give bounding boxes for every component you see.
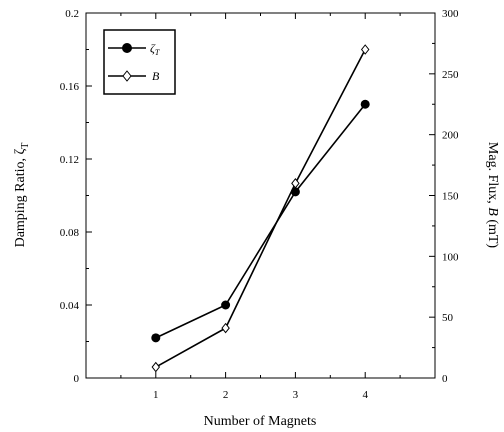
x-tick-label: 4: [362, 389, 368, 401]
data-point-zeta: [360, 99, 370, 109]
left-tick-label: 0.08: [60, 227, 80, 239]
axis-ticks: 1 2 3 4 0 0.04 0.08 0.12 0.16 0.2 0 50 100 150 200 250 3…: [60, 8, 459, 401]
x-tick-label: 2: [223, 389, 229, 401]
left-tick-label: 0: [74, 373, 80, 385]
legend-box: [103, 29, 176, 95]
right-tick-label: 200: [442, 130, 459, 142]
right-tick-label: 50: [442, 312, 454, 324]
left-axis-title-symbol: ζ: [13, 148, 28, 154]
data-point-b: [151, 361, 161, 373]
left-tick-label: 0.16: [60, 81, 80, 93]
legend-label-zeta: ζT: [150, 41, 160, 57]
right-tick-label: 300: [442, 8, 459, 20]
series-line-1: [155, 49, 366, 368]
right-tick-label: 100: [442, 251, 459, 263]
data-point-b: [291, 178, 300, 189]
legend: ζT B: [103, 29, 176, 95]
data-point-b: [360, 44, 370, 55]
legend-marker-zeta: [122, 43, 132, 53]
x-tick-label: 1: [153, 389, 159, 401]
left-axis-title-subscript: T: [20, 143, 31, 149]
left-tick-label: 0.2: [65, 8, 79, 20]
data-point-zeta: [151, 333, 161, 343]
left-tick-label: 0.04: [60, 300, 80, 312]
left-tick-label: 0.12: [60, 154, 79, 166]
series-line-0: [155, 103, 366, 339]
x-axis-title: Number of Magnets: [204, 414, 317, 429]
left-axis-title: Damping Ratio, ζT: [13, 143, 31, 248]
right-tick-label: 150: [442, 191, 459, 203]
x-tick-label: 3: [293, 389, 299, 401]
data-point-b: [221, 322, 230, 334]
right-tick-label: 0: [442, 373, 448, 385]
right-axis-title-symbol: B: [485, 207, 500, 216]
legend-label-b: B: [152, 69, 160, 83]
right-axis-title: Mag. Flux, B (mT): [485, 142, 500, 249]
series-lines: [151, 44, 370, 373]
data-point-zeta: [221, 300, 231, 310]
legend-marker-b: [122, 70, 132, 82]
right-tick-label: 250: [442, 69, 459, 81]
